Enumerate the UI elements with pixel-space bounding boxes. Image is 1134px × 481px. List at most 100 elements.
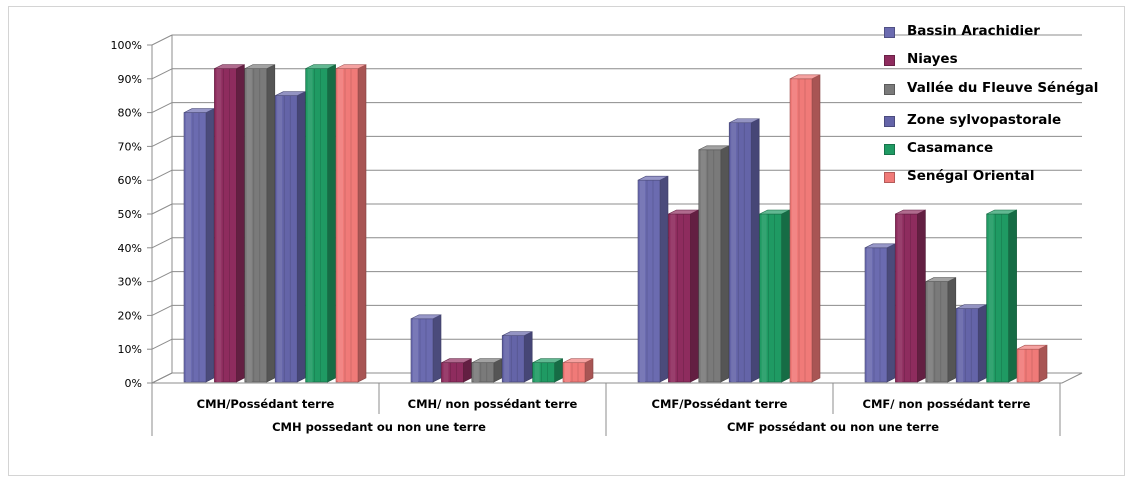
gridline-side xyxy=(151,34,173,46)
legend-swatch xyxy=(884,84,895,95)
bar-highlight xyxy=(640,180,645,382)
y-tick-label: 80% xyxy=(118,107,142,120)
y-tick-label: 0% xyxy=(125,377,142,390)
bar-highlight xyxy=(277,95,283,382)
bar-top xyxy=(668,209,699,215)
bar-top xyxy=(335,64,367,69)
bar-highlight xyxy=(1019,349,1024,382)
bar-side xyxy=(523,331,533,383)
bar-top xyxy=(275,91,306,96)
bar-side xyxy=(886,243,896,383)
legend-item: Casamance xyxy=(884,141,1107,155)
bar-top xyxy=(244,64,275,69)
bar-side xyxy=(811,74,821,383)
bar-side xyxy=(781,209,790,383)
y-tick-label: 40% xyxy=(118,242,142,255)
bar-side xyxy=(357,64,367,383)
legend-item: Bassin Arachidier xyxy=(884,24,1107,38)
legend-item: Zone sylvopastorale xyxy=(884,113,1107,127)
bar-top xyxy=(410,314,442,320)
y-tick-label: 60% xyxy=(118,174,142,187)
legend-item: Senégal Oriental xyxy=(884,169,1107,183)
bar-side xyxy=(432,314,442,383)
bar-highlight xyxy=(792,78,797,383)
legend-item: Niayes xyxy=(884,52,1107,66)
bar-side xyxy=(266,64,276,383)
x-category-label: CMH/ non possédant terre xyxy=(408,397,578,411)
legend-label: Senégal Oriental xyxy=(907,168,1035,184)
gridline-side xyxy=(151,102,173,114)
gridline-side xyxy=(151,304,173,316)
bar-highlight xyxy=(246,68,252,382)
x-category-label: CMF/Possédant terre xyxy=(652,397,788,411)
legend-swatch xyxy=(884,116,895,127)
bar-top xyxy=(925,277,956,282)
bar-top xyxy=(183,108,215,113)
x-category-label: CMH/Possédant terre xyxy=(197,397,335,411)
y-tick-label: 20% xyxy=(118,309,142,322)
bar-top xyxy=(637,175,669,181)
y-tick-label: 30% xyxy=(118,276,142,289)
gridline-side xyxy=(151,203,173,215)
bar-side xyxy=(205,108,215,383)
y-tick-label: 10% xyxy=(118,343,142,356)
legend-label: Bassin Arachidier xyxy=(907,23,1040,39)
bar-highlight xyxy=(504,335,510,382)
bar-side xyxy=(296,91,306,383)
bar-highlight xyxy=(927,281,933,382)
bar-top xyxy=(1016,344,1048,350)
x-group-label: CMH possedant ou non une terre xyxy=(272,420,486,434)
legend-swatch xyxy=(884,27,895,38)
bar-top xyxy=(214,64,245,69)
bar-highlight xyxy=(473,362,479,382)
bar-top xyxy=(471,358,502,364)
bar-top xyxy=(532,358,563,364)
bar-side xyxy=(750,118,760,383)
bar-top xyxy=(956,304,987,309)
bar-side xyxy=(327,64,336,383)
bar-top xyxy=(441,358,472,364)
bar-highlight xyxy=(867,247,872,382)
bar-top xyxy=(562,358,594,364)
bar-side xyxy=(917,209,926,383)
gridline-side xyxy=(151,135,173,147)
bar-highlight xyxy=(700,149,706,382)
legend-label: Niayes xyxy=(907,51,958,67)
bar-side xyxy=(659,175,669,383)
bar-top xyxy=(729,118,760,124)
legend-item: Vallée du Fleuve Sénégal xyxy=(884,81,1107,95)
bar-top xyxy=(864,243,896,249)
bar-highlight xyxy=(958,308,964,382)
legend-swatch xyxy=(884,144,895,155)
bar-top xyxy=(789,74,821,80)
chart-frame xyxy=(8,6,1125,476)
legend-label: Casamance xyxy=(907,140,994,156)
y-tick-label: 50% xyxy=(118,208,142,221)
bar-top xyxy=(895,209,926,215)
bar-highlight xyxy=(216,68,222,382)
bar-highlight xyxy=(761,214,767,382)
gridline-side xyxy=(151,338,173,350)
bar-top xyxy=(305,64,336,69)
bar-side xyxy=(1038,344,1048,383)
bar-highlight xyxy=(988,214,994,382)
bar-highlight xyxy=(413,318,418,382)
gridline-side xyxy=(151,68,173,80)
bar-highlight xyxy=(338,68,343,382)
legend-label: Vallée du Fleuve Sénégal xyxy=(907,80,1099,96)
bar-highlight xyxy=(534,362,540,382)
legend-swatch xyxy=(884,172,895,183)
x-group-label: CMF possédant ou non une terre xyxy=(727,420,939,434)
bar-top xyxy=(759,209,790,215)
gridline-side xyxy=(151,271,173,283)
bar-highlight xyxy=(565,362,570,382)
bar-highlight xyxy=(307,68,313,382)
bar-highlight xyxy=(731,122,737,383)
y-tick-label: 70% xyxy=(118,140,142,153)
bar-highlight xyxy=(897,214,903,382)
bar-side xyxy=(236,64,245,383)
bar-side xyxy=(977,304,987,383)
bar-top xyxy=(986,209,1017,215)
bar-highlight xyxy=(186,112,191,382)
